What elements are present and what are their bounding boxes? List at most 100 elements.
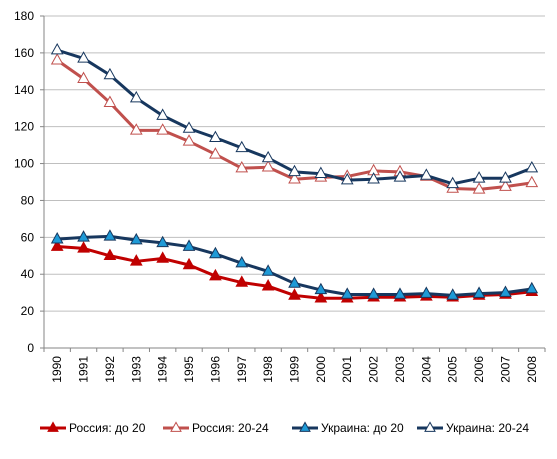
data-point bbox=[525, 175, 539, 188]
data-point bbox=[156, 251, 170, 263]
data-point bbox=[525, 281, 539, 294]
series-lines bbox=[50, 42, 539, 303]
data-point bbox=[499, 285, 512, 297]
legend-entry: Россия: 20-24 bbox=[163, 421, 269, 435]
data-point bbox=[50, 53, 64, 65]
gridlines bbox=[44, 15, 545, 312]
x-tick-label: 2007 bbox=[498, 356, 512, 383]
data-point bbox=[182, 121, 196, 133]
x-tick-label: 2001 bbox=[340, 356, 354, 383]
data-point bbox=[235, 160, 249, 173]
y-tick-label: 40 bbox=[21, 267, 35, 281]
data-point bbox=[472, 182, 486, 194]
data-point bbox=[446, 176, 460, 189]
data-point bbox=[182, 239, 196, 251]
x-tick-label: 1990 bbox=[50, 356, 64, 383]
data-point bbox=[209, 246, 222, 259]
y-tick-label: 80 bbox=[21, 193, 35, 207]
series-4 bbox=[50, 42, 539, 189]
x-tick-label: 2002 bbox=[367, 356, 381, 383]
legend-label: Украина: до 20 bbox=[321, 421, 404, 435]
legend-label: Украина: 20-24 bbox=[446, 421, 529, 435]
x-tick-label: 1993 bbox=[129, 356, 143, 383]
data-point bbox=[235, 140, 249, 153]
data-point bbox=[129, 254, 143, 266]
data-point bbox=[393, 170, 407, 182]
y-tick-label: 160 bbox=[14, 46, 34, 60]
x-tick-label: 2008 bbox=[525, 356, 539, 383]
y-tick-label: 180 bbox=[14, 9, 34, 23]
data-point bbox=[446, 288, 460, 300]
x-tick-label: 2006 bbox=[472, 356, 486, 383]
data-point bbox=[103, 67, 117, 80]
data-point bbox=[182, 257, 196, 270]
x-tick-label: 1995 bbox=[182, 356, 196, 383]
data-point bbox=[50, 239, 64, 251]
x-tick-label: 1996 bbox=[208, 356, 222, 383]
data-point bbox=[367, 172, 380, 184]
x-tick-label: 2000 bbox=[314, 356, 328, 383]
data-point bbox=[288, 164, 301, 177]
y-tick-label: 100 bbox=[14, 157, 34, 171]
x-tick-label: 1994 bbox=[156, 356, 170, 383]
data-point bbox=[340, 172, 354, 185]
legend-marker bbox=[299, 421, 311, 432]
y-tick-label: 0 bbox=[27, 341, 34, 355]
data-point bbox=[367, 287, 380, 299]
x-tick-label: 1999 bbox=[288, 356, 302, 383]
data-point bbox=[525, 160, 539, 173]
data-point bbox=[129, 90, 143, 103]
data-point bbox=[77, 230, 90, 242]
data-point bbox=[261, 160, 275, 172]
data-point bbox=[103, 248, 117, 261]
x-tick-label: 2005 bbox=[446, 356, 460, 383]
y-tick-label: 60 bbox=[21, 230, 35, 244]
data-point bbox=[393, 287, 407, 299]
data-point bbox=[103, 95, 117, 107]
y-tick-label: 20 bbox=[21, 304, 35, 318]
data-point bbox=[261, 264, 275, 276]
data-point bbox=[235, 275, 249, 287]
data-point bbox=[419, 286, 433, 298]
data-point bbox=[129, 232, 143, 245]
data-point bbox=[77, 71, 90, 83]
legend-marker bbox=[424, 421, 436, 432]
legend-label: Россия: до 20 bbox=[69, 421, 146, 435]
data-point bbox=[288, 288, 301, 300]
data-point bbox=[156, 235, 170, 248]
x-tick-label: 2003 bbox=[393, 356, 407, 383]
data-point bbox=[314, 282, 328, 295]
legend-label: Россия: 20-24 bbox=[192, 421, 269, 435]
data-point bbox=[209, 268, 222, 281]
data-point bbox=[235, 255, 249, 268]
legend-marker bbox=[170, 421, 182, 432]
data-point bbox=[499, 171, 512, 183]
data-point bbox=[103, 229, 117, 241]
data-point bbox=[288, 172, 301, 184]
data-point bbox=[50, 42, 64, 55]
series-2 bbox=[50, 53, 539, 194]
data-point bbox=[77, 241, 90, 253]
x-tick-label: 2004 bbox=[419, 356, 433, 383]
x-tick-label: 1998 bbox=[261, 356, 275, 383]
data-point bbox=[129, 123, 143, 135]
data-point bbox=[472, 171, 486, 183]
series-1 bbox=[50, 239, 539, 303]
series-3 bbox=[50, 229, 539, 300]
legend-marker bbox=[47, 421, 59, 432]
data-point bbox=[288, 276, 301, 288]
x-tick-label: 1992 bbox=[103, 356, 117, 383]
data-point bbox=[340, 287, 354, 299]
data-point bbox=[156, 123, 170, 135]
y-tick-label: 120 bbox=[14, 120, 34, 134]
data-point bbox=[209, 147, 222, 159]
data-point bbox=[314, 166, 328, 178]
data-point bbox=[209, 130, 222, 142]
data-point bbox=[77, 51, 90, 63]
data-point bbox=[472, 286, 486, 298]
data-point bbox=[419, 168, 433, 180]
axes: 0 20 40 60 80 100 120 140 160 180 1990 1991 1992 1993… bbox=[14, 9, 546, 383]
data-point bbox=[499, 179, 512, 191]
